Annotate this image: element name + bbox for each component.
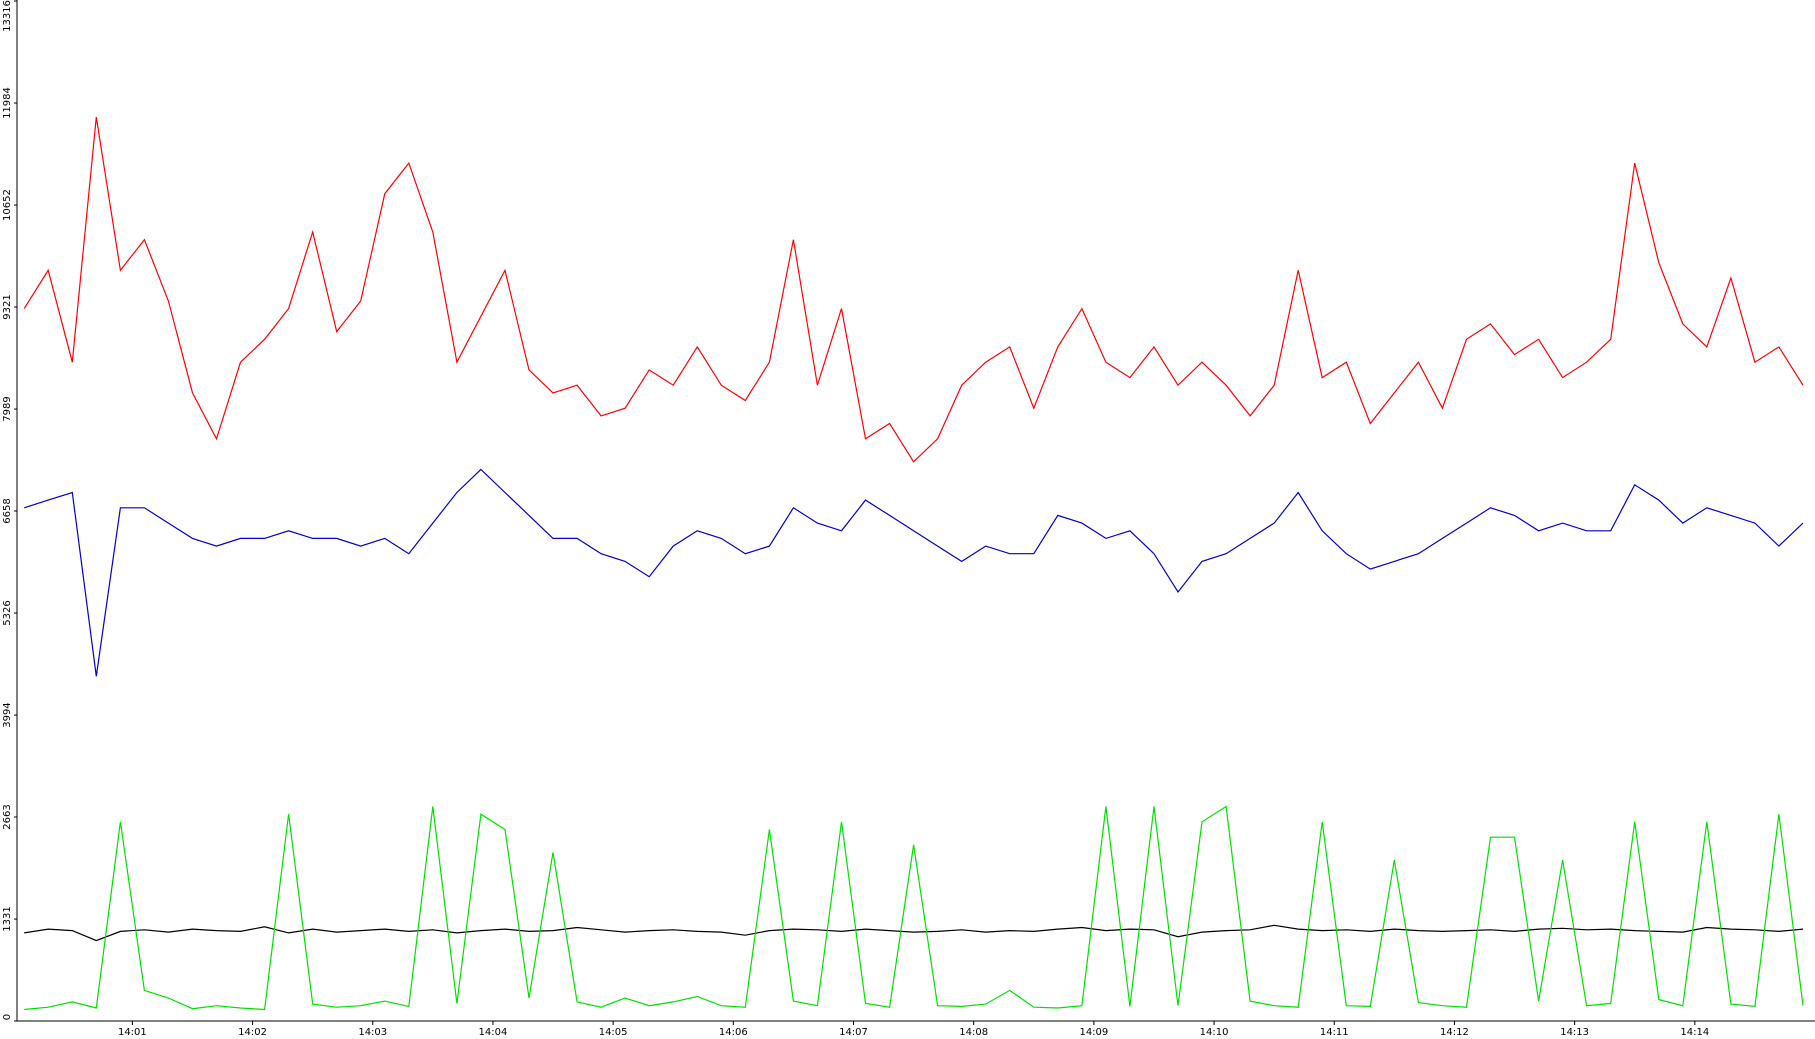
y-tick-label: 5326 — [2, 600, 13, 625]
y-tick-label: 6658 — [2, 498, 13, 523]
series-line — [23, 117, 1804, 463]
x-tick-label: 14:03 — [358, 1027, 387, 1038]
x-tick-label: 14:12 — [1440, 1027, 1469, 1038]
y-tick-label: 2663 — [2, 804, 13, 829]
x-tick-label: 14:05 — [599, 1027, 628, 1038]
x-tick-label: 14:11 — [1320, 1027, 1349, 1038]
series-line — [24, 468, 1804, 677]
y-tick-label: 11984 — [2, 87, 13, 119]
x-tick-label: 14:10 — [1200, 1027, 1229, 1038]
y-tick-label: 13316 — [2, 0, 13, 32]
y-tick-label: 7989 — [2, 396, 13, 421]
x-tick-label: 14:06 — [719, 1027, 748, 1038]
x-tick-label: 14:13 — [1560, 1027, 1589, 1038]
y-tick-label: 9321 — [2, 294, 13, 319]
series-line — [24, 805, 1804, 1011]
y-tick-label: 0 — [2, 1014, 13, 1020]
x-tick-label: 14:09 — [1079, 1027, 1108, 1038]
x-tick-label: 14:14 — [1680, 1027, 1709, 1038]
x-tick-label: 14:04 — [479, 1027, 508, 1038]
y-tick-label: 10652 — [2, 189, 13, 221]
x-tick-label: 14:08 — [959, 1027, 988, 1038]
y-tick-label: 1331 — [2, 906, 13, 931]
x-tick-label: 14:07 — [839, 1027, 868, 1038]
x-tick-label: 14:01 — [118, 1027, 147, 1038]
y-tick-label: 3994 — [2, 702, 13, 727]
x-tick-label: 14:02 — [238, 1027, 267, 1038]
series-line — [24, 924, 1804, 942]
